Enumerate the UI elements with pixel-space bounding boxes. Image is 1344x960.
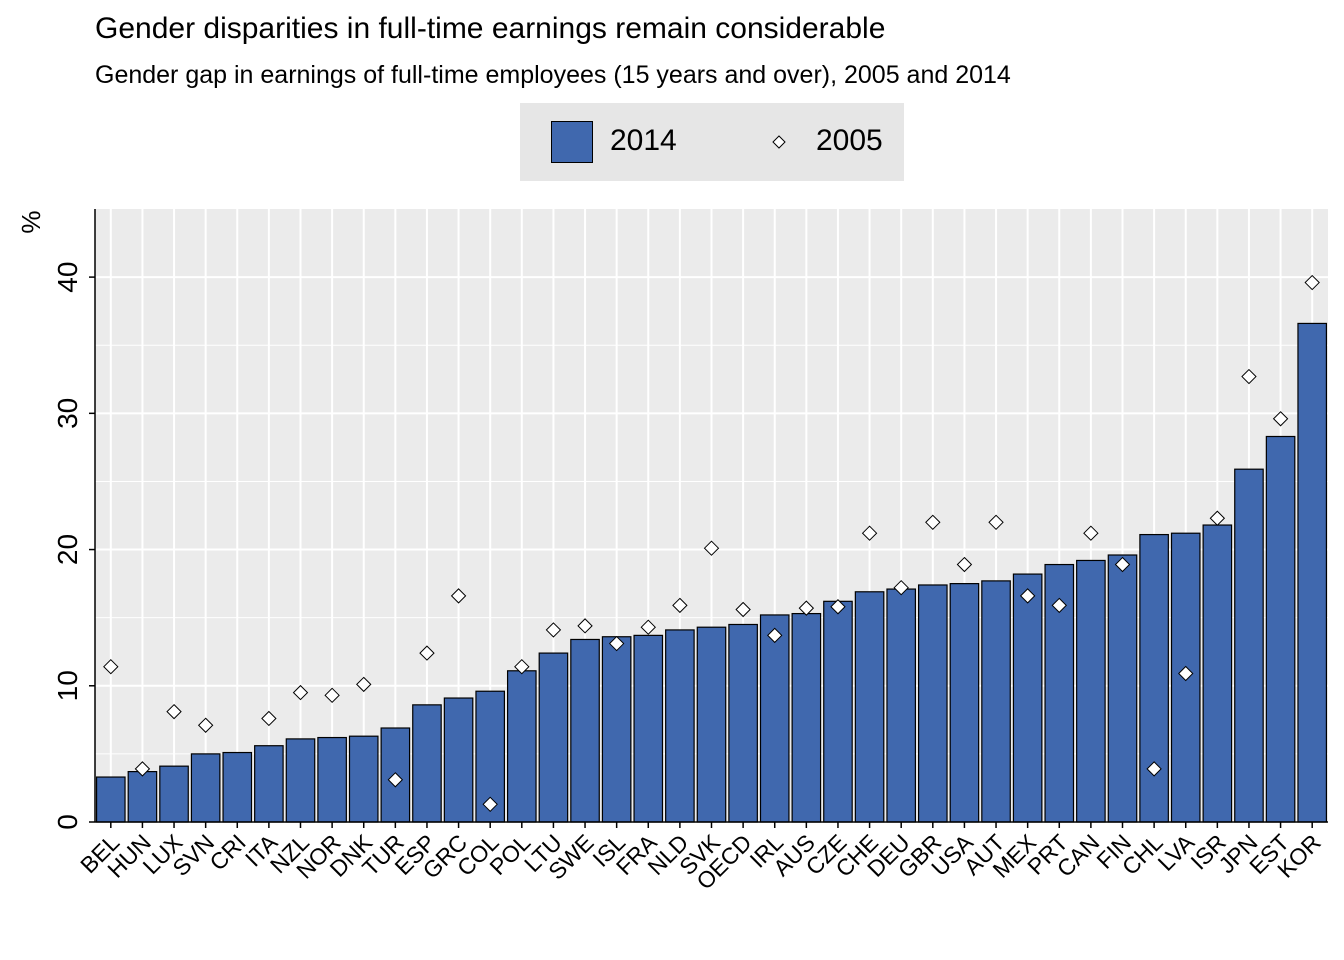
point-2005-lva — [1178, 665, 1194, 682]
bar-2014-pol — [506, 670, 537, 823]
y-tick-label: 10 — [52, 670, 83, 701]
bar-2014-dnk — [348, 735, 379, 823]
bar-2014-mex — [1012, 573, 1043, 823]
bar-2014-cze — [823, 600, 853, 823]
point-2005-isr — [1209, 510, 1226, 526]
legend-label-2005: 2005 — [816, 124, 883, 157]
chart-title: Gender disparities in full-time earnings… — [95, 12, 886, 45]
bar-2014-est — [1265, 435, 1296, 823]
bar-2014-esp — [412, 704, 442, 823]
bar-2014-svk — [696, 626, 727, 823]
point-2005-kor — [1304, 274, 1320, 291]
bar-2014-usa — [949, 583, 980, 823]
bar-2014-nor — [317, 736, 347, 823]
bar-2014-svn — [190, 753, 221, 823]
point-2005-bel — [103, 658, 119, 675]
point-2005-che — [861, 525, 878, 541]
point-2005-nld — [672, 597, 688, 614]
bar-2014-hun — [127, 770, 158, 823]
point-2005-nzl — [292, 684, 309, 701]
bar-2014-ita — [254, 745, 284, 823]
bar-2014-gbr — [917, 584, 948, 823]
bar-2014-nld — [665, 629, 695, 823]
bar-2014-jpn — [1234, 468, 1264, 823]
y-tick-label: 0 — [52, 814, 83, 830]
bar-2014-kor — [1297, 322, 1328, 823]
point-2005-isl — [608, 635, 625, 652]
point-2005-col — [482, 796, 498, 812]
bar-2014-aut — [981, 580, 1011, 823]
point-2005-jpn — [1241, 368, 1257, 385]
point-2005-hun — [134, 761, 151, 777]
point-2005-cze — [830, 599, 846, 615]
point-2005-swe — [577, 618, 593, 634]
point-2005-dnk — [356, 676, 372, 693]
point-2005-esp — [419, 645, 435, 661]
y-tick-label: 20 — [52, 534, 83, 565]
point-2005-oecd — [735, 601, 751, 618]
point-2005-aut — [988, 514, 1004, 531]
point-2005-svk — [703, 540, 720, 556]
bar-2014-aus — [791, 612, 822, 823]
bar-2014-fin — [1107, 554, 1138, 823]
point-2005-prt — [1051, 597, 1067, 614]
chart-subtitle: Gender gap in earnings of full-time empl… — [95, 61, 1011, 89]
legend-diamond-swatch — [772, 135, 786, 149]
bar-2014-ltu — [538, 652, 569, 823]
bar-2014-isl — [601, 636, 632, 823]
point-2005-irl — [767, 627, 783, 644]
point-2005-fra — [640, 619, 656, 635]
point-2005-deu — [893, 579, 909, 596]
bar-2014-nzl — [285, 738, 316, 823]
bar-2014-cri — [222, 751, 253, 823]
legend-bar-swatch — [551, 121, 593, 163]
point-2005-est — [1272, 411, 1289, 427]
bar-2014-deu — [886, 588, 917, 823]
legend: 2014 2005 — [520, 103, 904, 181]
bar-2014-oecd — [728, 623, 758, 823]
bar-2014-can — [1076, 559, 1106, 823]
point-2005-aus — [798, 600, 815, 616]
point-2005-gbr — [925, 514, 941, 531]
y-tick-label: 40 — [52, 262, 83, 293]
point-2005-usa — [956, 556, 973, 573]
bar-2014-bel — [95, 776, 126, 823]
bar-2014-irl — [759, 614, 790, 823]
point-2005-mex — [1019, 588, 1036, 604]
point-2005-tur — [387, 772, 404, 788]
bar-2014-swe — [570, 638, 600, 823]
legend-label-2014: 2014 — [610, 124, 677, 157]
point-2005-grc — [450, 588, 467, 604]
point-2005-can — [1083, 525, 1099, 541]
point-2005-ltu — [545, 622, 562, 638]
point-2005-nor — [324, 687, 340, 704]
bar-2014-fra — [633, 634, 664, 823]
point-2005-ita — [261, 710, 277, 727]
point-2005-fin — [1114, 556, 1131, 573]
y-axis-title: % — [16, 210, 46, 233]
point-2005-pol — [514, 658, 530, 675]
point-2005-chl — [1146, 761, 1162, 777]
bar-2014-lux — [159, 765, 189, 823]
bar-2014-chl — [1139, 533, 1169, 823]
y-tick-label: 30 — [52, 398, 83, 429]
bar-2014-isr — [1202, 524, 1233, 823]
bar-2014-che — [854, 591, 885, 823]
bar-2014-grc — [443, 697, 474, 823]
point-2005-lux — [166, 703, 182, 720]
point-2005-svn — [197, 717, 214, 733]
